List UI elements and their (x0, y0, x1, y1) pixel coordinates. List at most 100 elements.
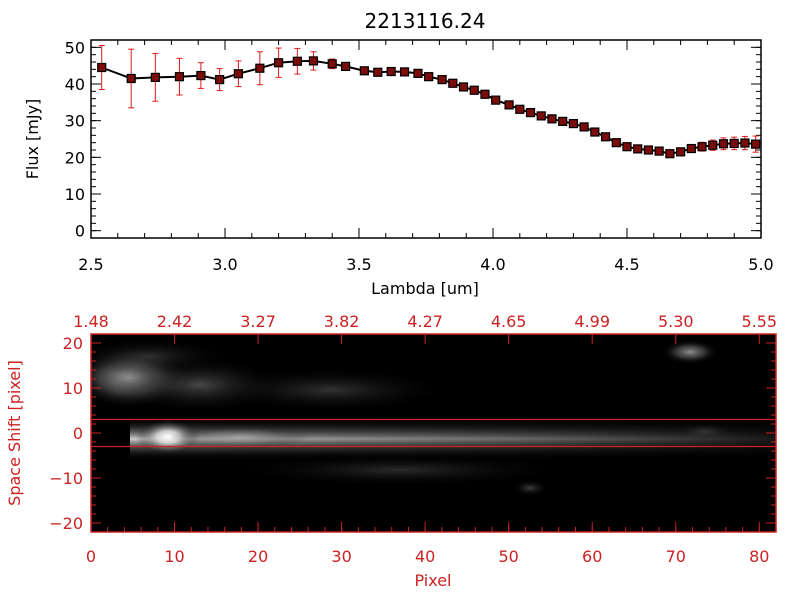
flux-data-point (491, 95, 501, 105)
flux-error-bars (98, 45, 759, 158)
extraction-window-lines (91, 418, 776, 448)
pixel-x-axis-label: Pixel (414, 571, 451, 590)
flux-data-point (480, 89, 490, 99)
flux-data-point (643, 145, 654, 155)
wavelength-top-tick-label: 4.65 (491, 312, 527, 331)
flux-y-tick-label: 0 (75, 222, 85, 241)
flux-data-point (654, 146, 664, 156)
flux-spectrum-plot: 2213116.24 0 10 20 30 40 50 2.5 3.0 3.5 4.0 4.5 5.… (23, 9, 774, 298)
flux-data-point (729, 138, 739, 148)
pixel-x-tick-label: 50 (499, 547, 519, 566)
space-shift-y-tick-label: −20 (49, 514, 83, 533)
flux-data-point (751, 139, 761, 149)
flux-data-point (600, 132, 611, 142)
flux-y-axis-label: Flux [mJy] (23, 99, 42, 180)
wavelength-top-tick-label: 4.99 (574, 312, 610, 331)
flux-data-point (633, 144, 643, 154)
flux-data-point (399, 67, 410, 77)
flux-data-point (233, 69, 243, 79)
pixel-x-tick-label: 20 (248, 547, 268, 566)
wavelength-top-tick-label: 3.27 (240, 312, 276, 331)
wavelength-top-tick-label: 1.48 (73, 312, 109, 331)
flux-x-tick-label: 3.0 (212, 255, 237, 274)
flux-data-point (558, 116, 568, 127)
flux-data-point (590, 127, 600, 137)
flux-data-point (126, 73, 136, 84)
space-shift-y-tick-label: −10 (49, 469, 83, 488)
flux-data-point (740, 138, 750, 148)
flux-data-point (359, 66, 369, 76)
pixel-x-ticks: 0 10 20 30 40 50 60 70 80 (86, 522, 777, 566)
flux-data-point (708, 140, 718, 150)
flux-plot-frame (90, 39, 762, 239)
flux-data-point (469, 85, 479, 95)
flux-data-point (308, 56, 319, 66)
flux-data-point (386, 66, 396, 77)
wavelength-top-tick-label: 5.30 (658, 312, 694, 331)
flux-data-point (292, 56, 302, 66)
wavelength-top-ticks: 1.48 2.42 3.27 3.82 4.27 4.65 4.99 5.30 5.55 (73, 312, 777, 344)
wavelength-top-tick-label: 4.27 (407, 312, 443, 331)
spectral-image-plot: 0 10 20 30 40 50 60 70 80 1.48 2.42 3.27 3.82 4.27 4.… (5, 312, 777, 590)
flux-x-tick-label: 4.0 (480, 255, 505, 274)
space-shift-y-tick-label: 0 (73, 424, 83, 443)
wavelength-top-tick-label: 2.42 (157, 312, 193, 331)
flux-data-point (174, 72, 185, 82)
pixel-x-tick-label: 60 (582, 547, 602, 566)
pixel-x-tick-label: 10 (164, 547, 184, 566)
flux-data-point (413, 68, 423, 78)
wavelength-top-tick-label: 3.82 (324, 312, 360, 331)
flux-data-point (424, 72, 434, 82)
pixel-x-tick-label: 30 (331, 547, 351, 566)
spectral-image (91, 334, 776, 532)
flux-data-point (547, 114, 557, 124)
flux-data-point (515, 104, 525, 114)
flux-x-axis-label: Lambda [um] (371, 279, 479, 298)
wavelength-top-tick-label: 5.55 (741, 312, 777, 331)
flux-data-point (675, 147, 686, 157)
flux-data-point (255, 63, 265, 73)
pixel-x-tick-label: 70 (666, 547, 686, 566)
flux-data-point (274, 58, 284, 68)
flux-data-point (437, 74, 447, 85)
flux-data-point (525, 107, 536, 118)
flux-data-point (150, 72, 160, 83)
chart-title: 2213116.24 (365, 9, 486, 33)
flux-x-tick-label: 5.0 (748, 255, 773, 274)
flux-data-point (697, 142, 707, 152)
flux-series-markers (97, 56, 761, 159)
pixel-x-tick-label: 40 (415, 547, 435, 566)
flux-data-point (196, 70, 206, 81)
space-shift-y-axis-label: Space Shift [pixel] (5, 360, 24, 506)
flux-data-point (373, 67, 383, 77)
flux-y-tick-label: 20 (65, 148, 85, 167)
flux-data-point (665, 149, 675, 159)
flux-x-tick-label: 3.5 (346, 255, 371, 274)
space-shift-y-tick-label: 20 (63, 334, 83, 353)
flux-x-tick-label: 4.5 (614, 255, 639, 274)
flux-data-point (536, 111, 546, 121)
flux-data-point (458, 82, 469, 92)
space-shift-y-tick-label: 10 (63, 379, 83, 398)
flux-y-tick-label: 50 (65, 38, 85, 57)
flux-data-point (448, 78, 458, 88)
flux-y-tick-label: 10 (65, 185, 85, 204)
flux-data-point (611, 138, 621, 148)
flux-data-point (579, 122, 589, 132)
flux-data-point (97, 62, 107, 73)
flux-data-point (341, 61, 351, 72)
flux-data-point (327, 59, 337, 69)
flux-x-ticks: 2.5 3.0 3.5 4.0 4.5 5.0 (78, 40, 774, 274)
flux-y-tick-label: 30 (65, 112, 85, 131)
flux-y-ticks: 0 10 20 30 40 50 (65, 38, 761, 241)
flux-x-tick-label: 2.5 (78, 255, 103, 274)
flux-data-point (568, 118, 579, 129)
flux-data-point (622, 142, 632, 152)
flux-data-point (718, 139, 729, 149)
pixel-x-tick-label: 80 (749, 547, 769, 566)
flux-data-point (215, 74, 225, 85)
pixel-x-tick-label: 0 (86, 547, 96, 566)
flux-data-point (686, 143, 696, 154)
flux-data-point (504, 100, 514, 110)
